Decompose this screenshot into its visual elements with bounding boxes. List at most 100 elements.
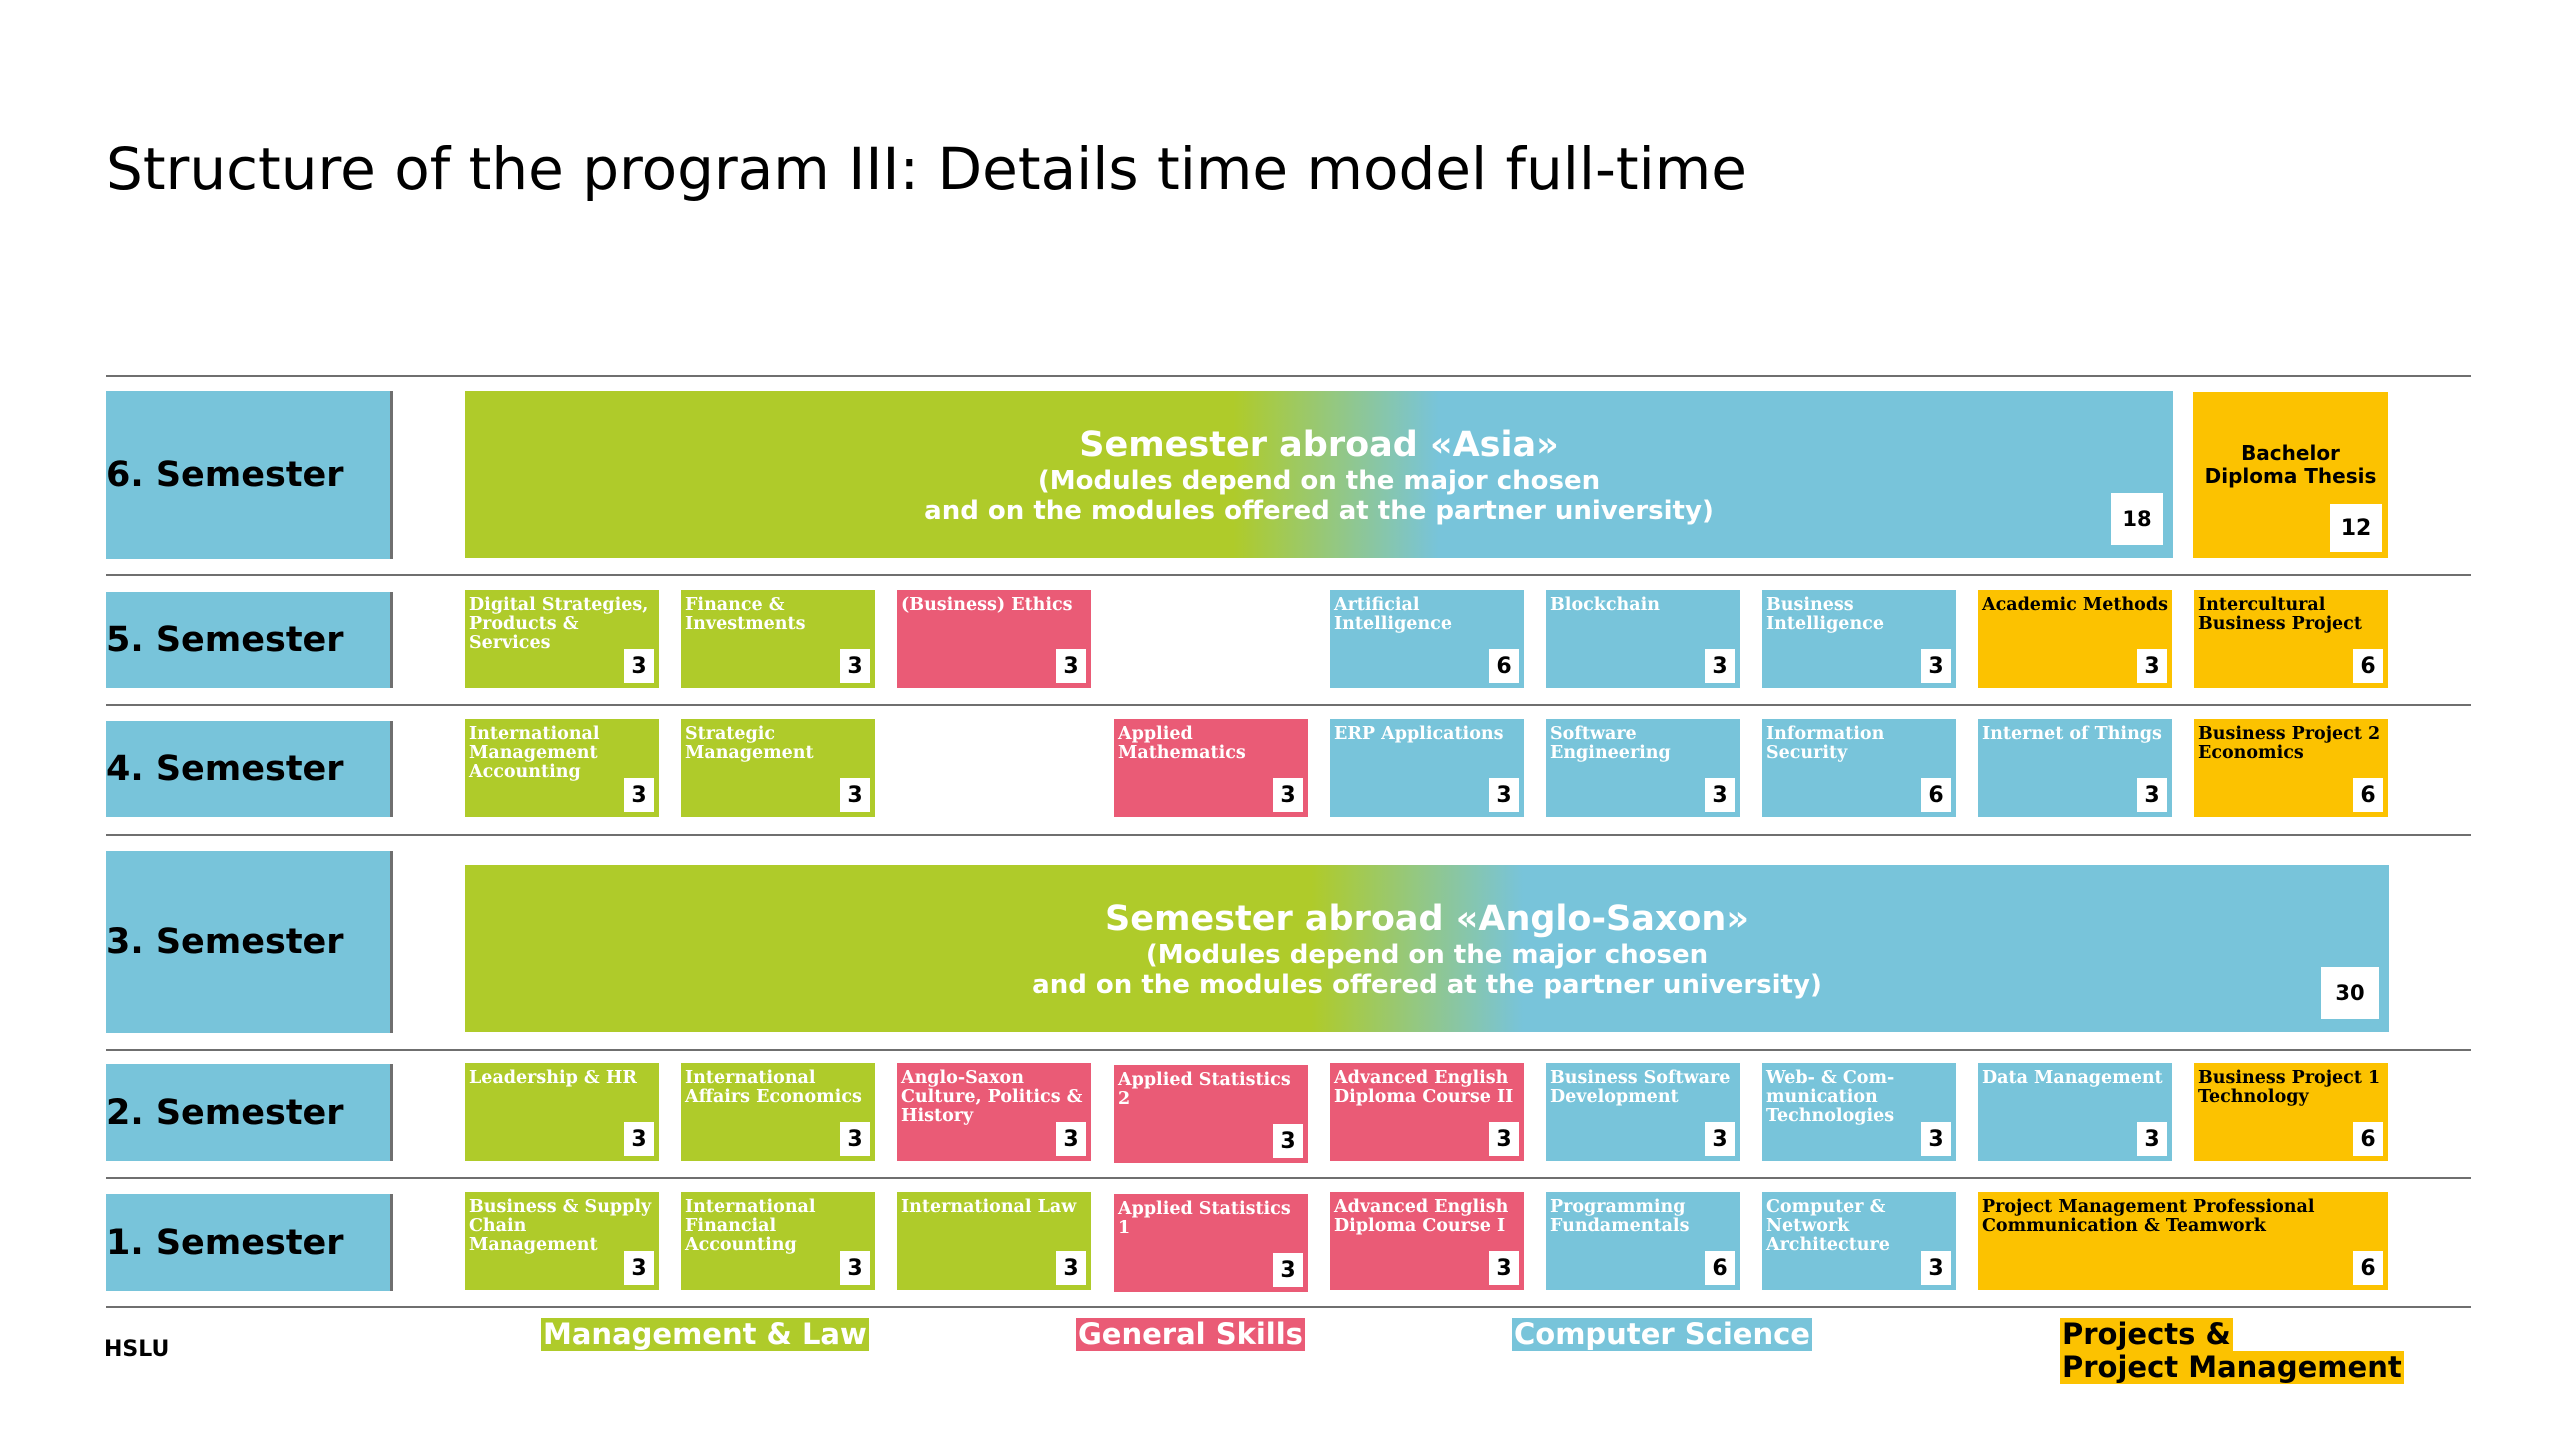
credits-badge: 3 xyxy=(1273,1253,1303,1287)
module-label: International Financial Accounting xyxy=(685,1197,816,1255)
module-card: Business Software Development 3 xyxy=(1546,1063,1740,1161)
divider xyxy=(106,375,2471,377)
divider xyxy=(106,1306,2471,1308)
abroad-asia-line2: and on the modules offered at the partne… xyxy=(924,495,1714,526)
module-card: (Business) Ethics 3 xyxy=(897,590,1091,688)
module-card: Advanced English Diploma Course I 3 xyxy=(1330,1192,1524,1290)
module-card: Anglo-Saxon Culture, Politics & History 3 xyxy=(897,1063,1091,1161)
credits-badge: 12 xyxy=(2330,504,2382,552)
module-card: Academic Methods 3 xyxy=(1978,590,2172,688)
legend-management-law: Management & Law xyxy=(541,1317,869,1351)
page-title: Structure of the program III: Details ti… xyxy=(106,135,1747,203)
semester-label-2: 2. Semester xyxy=(106,1064,393,1161)
divider xyxy=(106,704,2471,706)
module-card: Business & Supply Chain Management 3 xyxy=(465,1192,659,1290)
credits-badge: 3 xyxy=(624,649,654,683)
semester-label-6: 6. Semester xyxy=(106,391,393,559)
module-card: International Law 3 xyxy=(897,1192,1091,1290)
abroad-asia-line1: (Modules depend on the major chosen xyxy=(1037,465,1601,496)
module-card: Business Intelligence 3 xyxy=(1762,590,1956,688)
module-card: International Affairs Economics 3 xyxy=(681,1063,875,1161)
module-label: Intercultural Business Project xyxy=(2198,595,2362,634)
module-label: Business Project 1 Technology xyxy=(2198,1068,2381,1107)
module-card: Applied Statistics 2 3 xyxy=(1114,1065,1308,1163)
semester-label-3: 3. Semester xyxy=(106,851,393,1033)
legend-projects-line2: Project Management xyxy=(2060,1350,2404,1384)
module-card: Data Management 3 xyxy=(1978,1063,2172,1161)
credits-badge: 3 xyxy=(1489,778,1519,812)
divider xyxy=(106,574,2471,576)
module-card: Business Project 1 Technology 6 xyxy=(2194,1063,2388,1161)
abroad-anglo-title: Semester abroad «Anglo-Saxon» xyxy=(1105,898,1749,939)
credits-badge: 6 xyxy=(2353,778,2383,812)
abroad-anglo-line2: and on the modules offered at the partne… xyxy=(1032,969,1822,1000)
module-label: ERP Applications xyxy=(1334,724,1504,744)
module-label: Advanced English Diploma Course I xyxy=(1334,1197,1509,1236)
module-card: Web- & Com-munication Technologies 3 xyxy=(1762,1063,1956,1161)
credits-badge: 6 xyxy=(2353,649,2383,683)
module-label: Leadership & HR xyxy=(469,1068,637,1088)
credits-badge: 3 xyxy=(1489,1122,1519,1156)
hslu-logo: HSLU xyxy=(104,1337,170,1362)
credits-badge: 3 xyxy=(1273,1124,1303,1158)
module-label: Web- & Com-munication Technologies xyxy=(1766,1068,1895,1126)
module-card: Programming Fundamentals 6 xyxy=(1546,1192,1740,1290)
module-label: Applied Mathematics xyxy=(1118,724,1246,763)
module-label: International Affairs Economics xyxy=(685,1068,862,1107)
credits-badge: 3 xyxy=(1705,778,1735,812)
module-card: International Financial Accounting 3 xyxy=(681,1192,875,1290)
semester-label-4: 4. Semester xyxy=(106,721,393,817)
module-label: Business Software Development xyxy=(1550,1068,1731,1107)
module-label: Applied Statistics 1 xyxy=(1118,1199,1291,1238)
module-card: Information Security 6 xyxy=(1762,719,1956,817)
credits-badge: 3 xyxy=(1921,649,1951,683)
module-card: Advanced English Diploma Course II 3 xyxy=(1330,1063,1524,1161)
module-label: Academic Methods xyxy=(1982,595,2168,615)
module-label: Blockchain xyxy=(1550,595,1660,615)
module-label: Finance & Investments xyxy=(685,595,806,634)
module-label: Business Intelligence xyxy=(1766,595,1884,634)
semester-label-5: 5. Semester xyxy=(106,592,393,688)
abroad-anglo-line1: (Modules depend on the major chosen xyxy=(1145,939,1709,970)
credits-badge: 3 xyxy=(840,1251,870,1285)
module-label: Programming Fundamentals xyxy=(1550,1197,1690,1236)
module-card: ERP Applications 3 xyxy=(1330,719,1524,817)
credits-badge: 6 xyxy=(1921,778,1951,812)
credits-badge: 3 xyxy=(1705,1122,1735,1156)
credits-badge: 3 xyxy=(840,649,870,683)
credits-badge: 3 xyxy=(840,1122,870,1156)
module-label: Anglo-Saxon Culture, Politics & History xyxy=(901,1068,1083,1126)
module-label: Software Engineering xyxy=(1550,724,1671,763)
module-label: Internet of Things xyxy=(1982,724,2162,744)
credits-badge: 6 xyxy=(2353,1251,2383,1285)
credits-badge: 6 xyxy=(2353,1122,2383,1156)
credits-badge: 3 xyxy=(2137,778,2167,812)
credits-badge: 3 xyxy=(1056,1122,1086,1156)
module-label: International Law xyxy=(901,1197,1077,1217)
module-label: Business Project 2 Economics xyxy=(2198,724,2381,763)
divider xyxy=(106,1177,2471,1179)
module-label: Bachelor Diploma Thesis xyxy=(2204,441,2377,488)
module-label: Applied Statistics 2 xyxy=(1118,1070,1291,1109)
module-card: Business Project 2 Economics 6 xyxy=(2194,719,2388,817)
module-card: Digital Strategies, Products & Services 3 xyxy=(465,590,659,688)
credits-badge: 6 xyxy=(1489,649,1519,683)
module-card: Software Engineering 3 xyxy=(1546,719,1740,817)
module-card: International Management Accounting 3 xyxy=(465,719,659,817)
module-card: Applied Statistics 1 3 xyxy=(1114,1194,1308,1292)
legend-general-skills: General Skills xyxy=(1076,1317,1305,1351)
module-label: Business & Supply Chain Management xyxy=(469,1197,652,1255)
credits-badge: 3 xyxy=(1489,1251,1519,1285)
module-label: Project Management Professional Communic… xyxy=(1982,1197,2315,1236)
divider xyxy=(106,834,2471,836)
credits-badge: 3 xyxy=(1921,1251,1951,1285)
module-card: Internet of Things 3 xyxy=(1978,719,2172,817)
module-card: Intercultural Business Project 6 xyxy=(2194,590,2388,688)
module-card: Computer & Network Architecture 3 xyxy=(1762,1192,1956,1290)
credits-badge: 3 xyxy=(1921,1122,1951,1156)
credits-badge: 3 xyxy=(1705,649,1735,683)
module-card: Project Management Professional Communic… xyxy=(1978,1192,2388,1290)
module-label: Information Security xyxy=(1766,724,1885,763)
credits-badge: 3 xyxy=(1056,1251,1086,1285)
module-label: Digital Strategies, Products & Services xyxy=(469,595,649,653)
